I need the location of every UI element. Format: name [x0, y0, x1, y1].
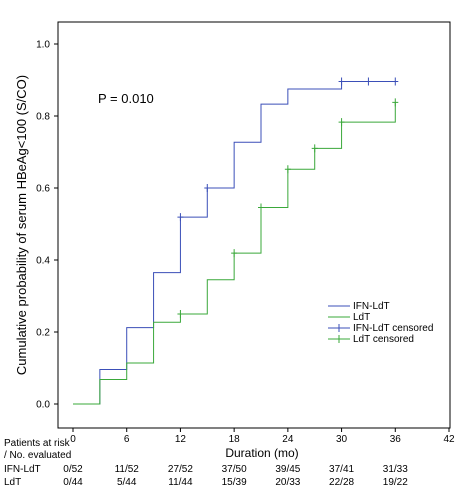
y-tick-label: 0.6 — [36, 184, 50, 195]
legend-swatch-ifn-ldt-censored — [328, 324, 350, 332]
series-layer — [73, 77, 399, 405]
x-tick-label: 6 — [124, 434, 130, 445]
legend-label-ldt: LdT — [353, 312, 370, 323]
risk-table-cell: 0/44 — [63, 477, 83, 488]
y-tick-label: 0.2 — [36, 328, 50, 339]
y-tick-label: 0.8 — [36, 112, 50, 123]
x-tick-label: 24 — [282, 434, 294, 445]
censor-mark-ldt — [392, 98, 399, 107]
risk-table-cell: 27/52 — [168, 464, 193, 475]
y-tick-label: 0.0 — [36, 400, 50, 411]
risk-table-row-label: LdT — [4, 477, 21, 488]
censor-mark-ldt — [177, 310, 184, 318]
x-tick-label: 30 — [336, 434, 348, 445]
x-tick-label: 12 — [175, 434, 187, 445]
y-tick-label: 1.0 — [36, 40, 50, 51]
p-value-annotation: P = 0.010 — [98, 91, 154, 106]
risk-table-row-label: IFN-LdT — [4, 464, 41, 475]
censor-mark-ldt — [311, 144, 318, 153]
risk-table-cell: 37/41 — [329, 464, 354, 475]
censor-mark-ldt — [338, 118, 345, 127]
risk-table-cell: 15/39 — [222, 477, 247, 488]
risk-table: Patients at risk / No. evaluated IFN-LdT… — [4, 438, 408, 488]
censor-mark-ldt — [258, 203, 264, 212]
series-line-ldt — [73, 102, 396, 405]
risk-table-cell: 39/45 — [275, 464, 300, 475]
censor-mark-ifn-ldt — [365, 77, 372, 86]
risk-table-cell: 11/52 — [115, 464, 140, 475]
legend: IFN-LdT LdT IFN-LdT censored LdT censore… — [328, 301, 433, 345]
risk-table-cell: 5/44 — [117, 477, 137, 488]
x-tick-label: 36 — [390, 434, 402, 445]
risk-table-cell: 22/28 — [329, 477, 354, 488]
x-axis: 0 6 12 18 24 30 36 42 — [70, 428, 455, 445]
censor-mark-ifn-ldt — [177, 213, 184, 222]
risk-table-header-line2: / No. evaluated — [4, 450, 71, 461]
censor-mark-ldt — [284, 165, 291, 174]
x-axis-label: Duration (mo) — [225, 446, 298, 460]
y-axis-label: Cumulative probability of serum HBeAg<10… — [14, 75, 29, 375]
legend-label-ldt-censored: LdT censored — [353, 334, 414, 345]
censor-mark-ldt — [231, 249, 238, 258]
censor-mark-ifn-ldt — [204, 184, 211, 192]
legend-label-ifn-ldt: IFN-LdT — [353, 301, 390, 312]
risk-table-cell: 20/33 — [275, 477, 300, 488]
x-tick-label: 42 — [443, 434, 455, 445]
legend-label-ifn-ldt-censored: IFN-LdT censored — [353, 323, 433, 334]
plot-frame — [57, 21, 451, 429]
risk-table-cell: 31/33 — [383, 464, 408, 475]
risk-table-cell: 0/52 — [63, 464, 83, 475]
x-tick-label: 0 — [70, 434, 76, 445]
legend-swatch-ldt-censored — [328, 335, 350, 343]
censor-mark-ifn-ldt — [338, 77, 345, 86]
x-tick-label: 18 — [229, 434, 241, 445]
censor-mark-ifn-ldt — [392, 77, 399, 86]
risk-table-header-line1: Patients at risk — [4, 438, 71, 449]
risk-table-cell: 37/50 — [222, 464, 247, 475]
risk-table-cell: 19/22 — [383, 477, 408, 488]
y-axis: 0.0 0.2 0.4 0.6 0.8 1.0 — [36, 40, 58, 411]
risk-table-cell: 11/44 — [168, 477, 193, 488]
y-tick-label: 0.4 — [36, 256, 50, 267]
series-line-ifn-ldt — [73, 80, 396, 405]
